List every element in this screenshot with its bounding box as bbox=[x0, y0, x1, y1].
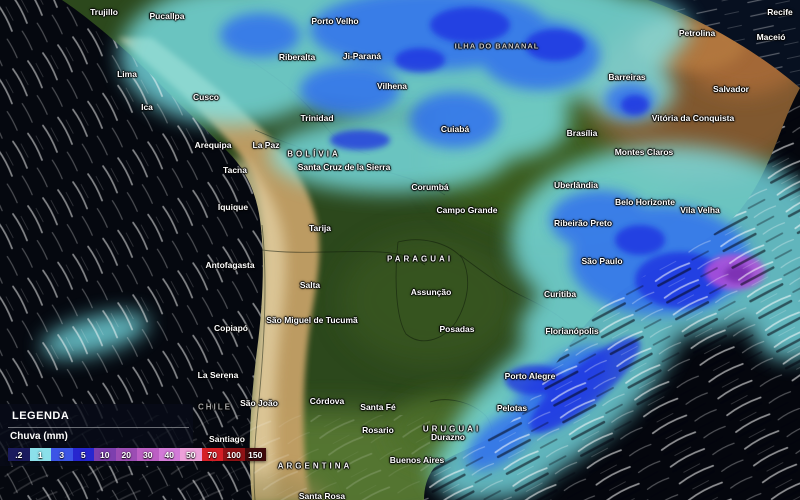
legend-panel: LEGENDA Chuva (mm) .2 1 3 5 10 20 30 40 50 70 100 1… bbox=[0, 404, 280, 474]
legend-variable-label: Chuva (mm) bbox=[10, 431, 68, 442]
legend-scale-segment-40: 40 bbox=[158, 448, 180, 461]
legend-scale-bar: .2 1 3 5 10 20 30 40 50 70 100 150 bbox=[8, 448, 266, 461]
legend-scale-segment-1: 1 bbox=[29, 448, 51, 461]
legend-scale-segment-150: 150 bbox=[244, 448, 266, 461]
legend-scale-segment-30: 30 bbox=[137, 448, 159, 461]
legend-divider bbox=[8, 427, 189, 428]
legend-scale-segment-.2: .2 bbox=[8, 448, 30, 461]
legend-scale-segment-50: 50 bbox=[180, 448, 202, 461]
legend-scale-segment-70: 70 bbox=[201, 448, 223, 461]
legend-scale-segment-20: 20 bbox=[115, 448, 137, 461]
legend-scale-segment-100: 100 bbox=[223, 448, 245, 461]
legend-scale-segment-5: 5 bbox=[72, 448, 94, 461]
legend-title: LEGENDA bbox=[12, 410, 70, 422]
legend-scale-segment-10: 10 bbox=[94, 448, 116, 461]
legend-scale-segment-3: 3 bbox=[51, 448, 73, 461]
